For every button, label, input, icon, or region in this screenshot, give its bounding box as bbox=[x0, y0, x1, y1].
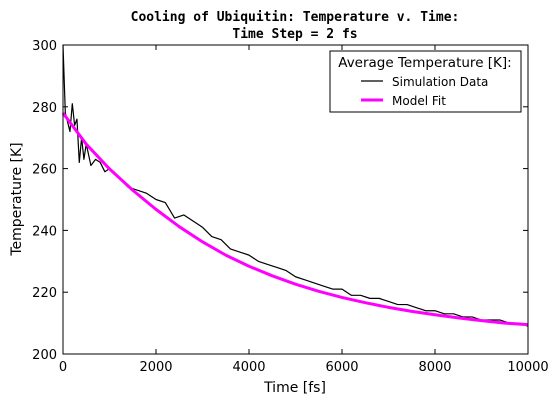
y-tick-label: 300 bbox=[32, 39, 57, 54]
legend: Average Temperature [K]: Simulation Data… bbox=[330, 51, 521, 112]
y-axis-label: Temperature [K] bbox=[9, 142, 25, 256]
y-tick-label: 280 bbox=[32, 101, 57, 116]
y-tick-label: 260 bbox=[32, 163, 57, 178]
legend-label-model-fit: Model Fit bbox=[392, 94, 446, 108]
x-tick-label: 8000 bbox=[418, 360, 451, 375]
y-tick-label: 240 bbox=[32, 224, 57, 239]
chart-title-line-2: Time Step = 2 fs bbox=[232, 27, 357, 42]
y-tick-label: 200 bbox=[32, 348, 57, 363]
y-tick-label: 220 bbox=[32, 286, 57, 301]
legend-label-simulation-data: Simulation Data bbox=[392, 75, 488, 89]
chart-title-line-1: Cooling of Ubiquitin: Temperature v. Tim… bbox=[131, 10, 460, 25]
x-tick-label: 4000 bbox=[232, 360, 265, 375]
x-axis-label: Time [fs] bbox=[263, 380, 326, 396]
x-tick-label: 2000 bbox=[139, 360, 172, 375]
series-line-model-fit bbox=[63, 113, 528, 325]
x-tick-label: 10000 bbox=[507, 360, 548, 375]
legend-title: Average Temperature [K]: bbox=[338, 55, 511, 71]
x-tick-label: 6000 bbox=[325, 360, 358, 375]
x-tick-label: 0 bbox=[59, 360, 67, 375]
